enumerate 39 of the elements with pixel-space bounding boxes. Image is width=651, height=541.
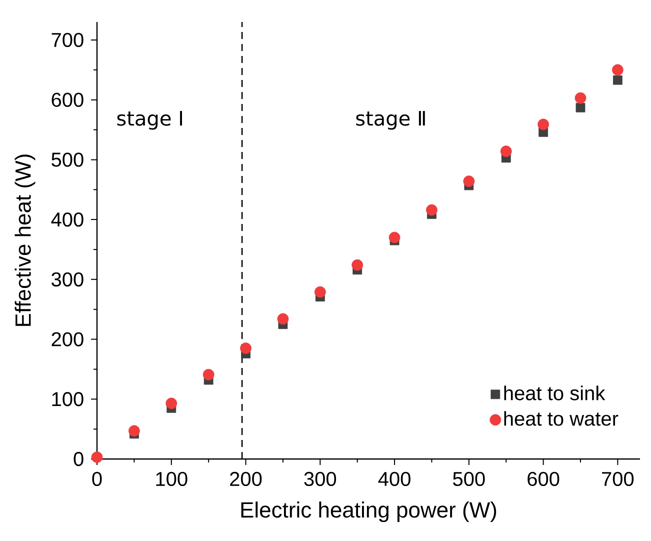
point [574,92,586,104]
y-tick-label: 100 [52,392,84,406]
point [240,342,252,354]
x-tick-label: 300 [304,472,336,486]
x-tick-label: 700 [602,472,634,486]
y-tick-label: 400 [51,212,84,227]
point [388,232,400,244]
point [612,64,624,76]
point [166,398,178,410]
y-tick-label: 500 [52,152,84,167]
x-tick-label: 500 [453,472,485,486]
annotation: stage Ⅱ [356,110,425,130]
y-tick-label: 600 [52,92,84,107]
point [277,313,289,325]
x-tick-label: 200 [230,472,262,486]
y-axis-title: Effective heat (W) [14,154,36,326]
point [612,75,622,85]
x-tick-label: 400 [378,472,410,486]
y-tick-label: 0 [74,452,84,466]
legend-label: heat to water [504,411,618,426]
point [538,118,549,130]
annotation: stage Ⅰ [117,110,182,130]
point [314,286,326,298]
legend-label: heat to sink [504,386,606,400]
point [426,204,438,216]
y-tick-label: 700 [52,32,84,48]
y-tick-label: 300 [52,272,84,286]
point [202,368,214,380]
point [463,176,475,187]
x-tick-label: 600 [528,472,560,486]
y-tick-label: 200 [52,332,84,346]
point [352,259,364,271]
x-tick-label: 0 [92,472,102,486]
point [576,102,586,112]
x-tick-label: 100 [156,472,188,486]
point [500,146,512,158]
x-axis-title: Electric heating power (W) [241,502,496,522]
point [91,452,103,463]
point [128,425,140,437]
